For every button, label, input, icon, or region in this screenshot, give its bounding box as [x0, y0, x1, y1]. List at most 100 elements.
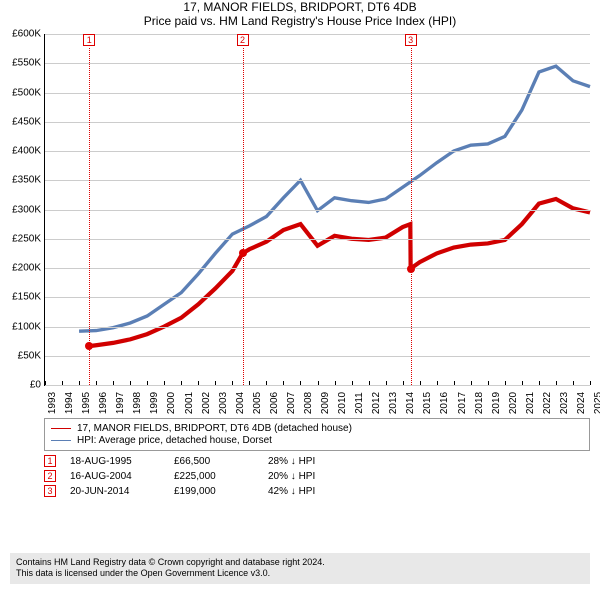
chart-title: 17, MANOR FIELDS, BRIDPORT, DT6 4DB [0, 0, 600, 14]
gridline [45, 122, 590, 123]
x-tick [437, 381, 438, 385]
gridline [45, 356, 590, 357]
x-tick [590, 381, 591, 385]
chart-area: £0£50K£100K£150K£200K£250K£300K£350K£400… [44, 34, 590, 414]
legend-swatch [51, 428, 71, 429]
legend-item: 17, MANOR FIELDS, BRIDPORT, DT6 4DB (det… [51, 423, 583, 434]
x-tick [232, 381, 233, 385]
txn-index-box: 3 [44, 485, 56, 497]
txn-date: 16-AUG-2004 [70, 471, 160, 482]
legend-label: 17, MANOR FIELDS, BRIDPORT, DT6 4DB (det… [77, 423, 352, 434]
x-axis-label: 2021 [525, 392, 536, 414]
x-tick [335, 381, 336, 385]
chart-subtitle: Price paid vs. HM Land Registry's House … [0, 14, 600, 28]
y-axis-label: £300K [1, 204, 41, 215]
x-axis-label: 2003 [218, 392, 229, 414]
event-dot [239, 249, 247, 257]
transaction-row: 216-AUG-2004£225,00020% ↓ HPI [44, 470, 590, 482]
x-axis-label: 1996 [98, 392, 109, 414]
x-axis-label: 1999 [149, 392, 160, 414]
gridline [45, 63, 590, 64]
x-tick [318, 381, 319, 385]
x-tick [539, 381, 540, 385]
txn-index-box: 2 [44, 470, 56, 482]
y-axis-label: £0 [1, 380, 41, 391]
x-tick [79, 381, 80, 385]
series-hpi [79, 66, 590, 331]
x-axis-label: 1998 [132, 392, 143, 414]
txn-price: £66,500 [174, 456, 254, 467]
x-axis-label: 1997 [115, 392, 126, 414]
x-axis-label: 2007 [286, 392, 297, 414]
txn-price: £199,000 [174, 486, 254, 497]
attribution-footer: Contains HM Land Registry data © Crown c… [10, 553, 590, 584]
x-tick [403, 381, 404, 385]
txn-pct-vs-hpi: 42% ↓ HPI [268, 486, 358, 497]
gridline [45, 151, 590, 152]
gridline [45, 34, 590, 35]
gridline [45, 297, 590, 298]
x-tick [573, 381, 574, 385]
x-tick [130, 381, 131, 385]
gridline [45, 210, 590, 211]
x-axis-label: 2000 [166, 392, 177, 414]
x-tick [62, 381, 63, 385]
gridline [45, 93, 590, 94]
x-tick [386, 381, 387, 385]
gridline [45, 239, 590, 240]
x-axis-label: 2012 [371, 392, 382, 414]
x-tick [164, 381, 165, 385]
transaction-row: 118-AUG-1995£66,50028% ↓ HPI [44, 455, 590, 467]
x-axis-label: 2018 [474, 392, 485, 414]
y-axis-label: £150K [1, 292, 41, 303]
x-tick [283, 381, 284, 385]
x-tick [96, 381, 97, 385]
x-axis-label: 2016 [439, 392, 450, 414]
x-axis-label: 2017 [457, 392, 468, 414]
y-axis-label: £100K [1, 321, 41, 332]
x-axis-label: 2015 [422, 392, 433, 414]
event-dot [85, 342, 93, 350]
event-marker-box: 1 [83, 34, 95, 46]
legend: 17, MANOR FIELDS, BRIDPORT, DT6 4DB (det… [44, 418, 590, 451]
x-tick [352, 381, 353, 385]
x-tick [147, 381, 148, 385]
gridline [45, 268, 590, 269]
y-axis-label: £600K [1, 29, 41, 40]
footer-line: This data is licensed under the Open Gov… [16, 568, 584, 580]
y-axis-label: £450K [1, 116, 41, 127]
x-axis-label: 2013 [388, 392, 399, 414]
x-axis-label: 2010 [337, 392, 348, 414]
event-marker-box: 2 [237, 34, 249, 46]
x-axis-label: 1993 [47, 392, 58, 414]
x-tick [505, 381, 506, 385]
x-axis-label: 2006 [269, 392, 280, 414]
event-vline [89, 48, 90, 385]
legend-label: HPI: Average price, detached house, Dors… [77, 435, 272, 446]
transactions-table: 118-AUG-1995£66,50028% ↓ HPI 2 16-AUG-2004… [44, 455, 590, 497]
txn-date: 20-JUN-2014 [70, 486, 160, 497]
event-vline [243, 48, 244, 385]
y-axis-label: £50K [1, 350, 41, 361]
x-tick [181, 381, 182, 385]
x-tick [420, 381, 421, 385]
gridline [45, 327, 590, 328]
x-axis-label: 2001 [184, 392, 195, 414]
event-dot [407, 265, 415, 273]
x-tick [522, 381, 523, 385]
series-property [89, 199, 590, 346]
event-vline [411, 48, 412, 385]
transaction-row: 3 20-JUN-2014 £199,000 42% ↓ HPI [44, 485, 590, 497]
y-axis-label: £200K [1, 263, 41, 274]
x-axis-label: 2008 [303, 392, 314, 414]
x-axis-label: 2002 [201, 392, 212, 414]
legend-swatch [51, 440, 71, 441]
x-axis-label: 1995 [81, 392, 92, 414]
x-tick [215, 381, 216, 385]
x-tick [471, 381, 472, 385]
x-tick [369, 381, 370, 385]
x-tick [454, 381, 455, 385]
x-axis-label: 2014 [405, 392, 416, 414]
txn-price: £225,000 [174, 471, 254, 482]
y-axis-label: £350K [1, 175, 41, 186]
